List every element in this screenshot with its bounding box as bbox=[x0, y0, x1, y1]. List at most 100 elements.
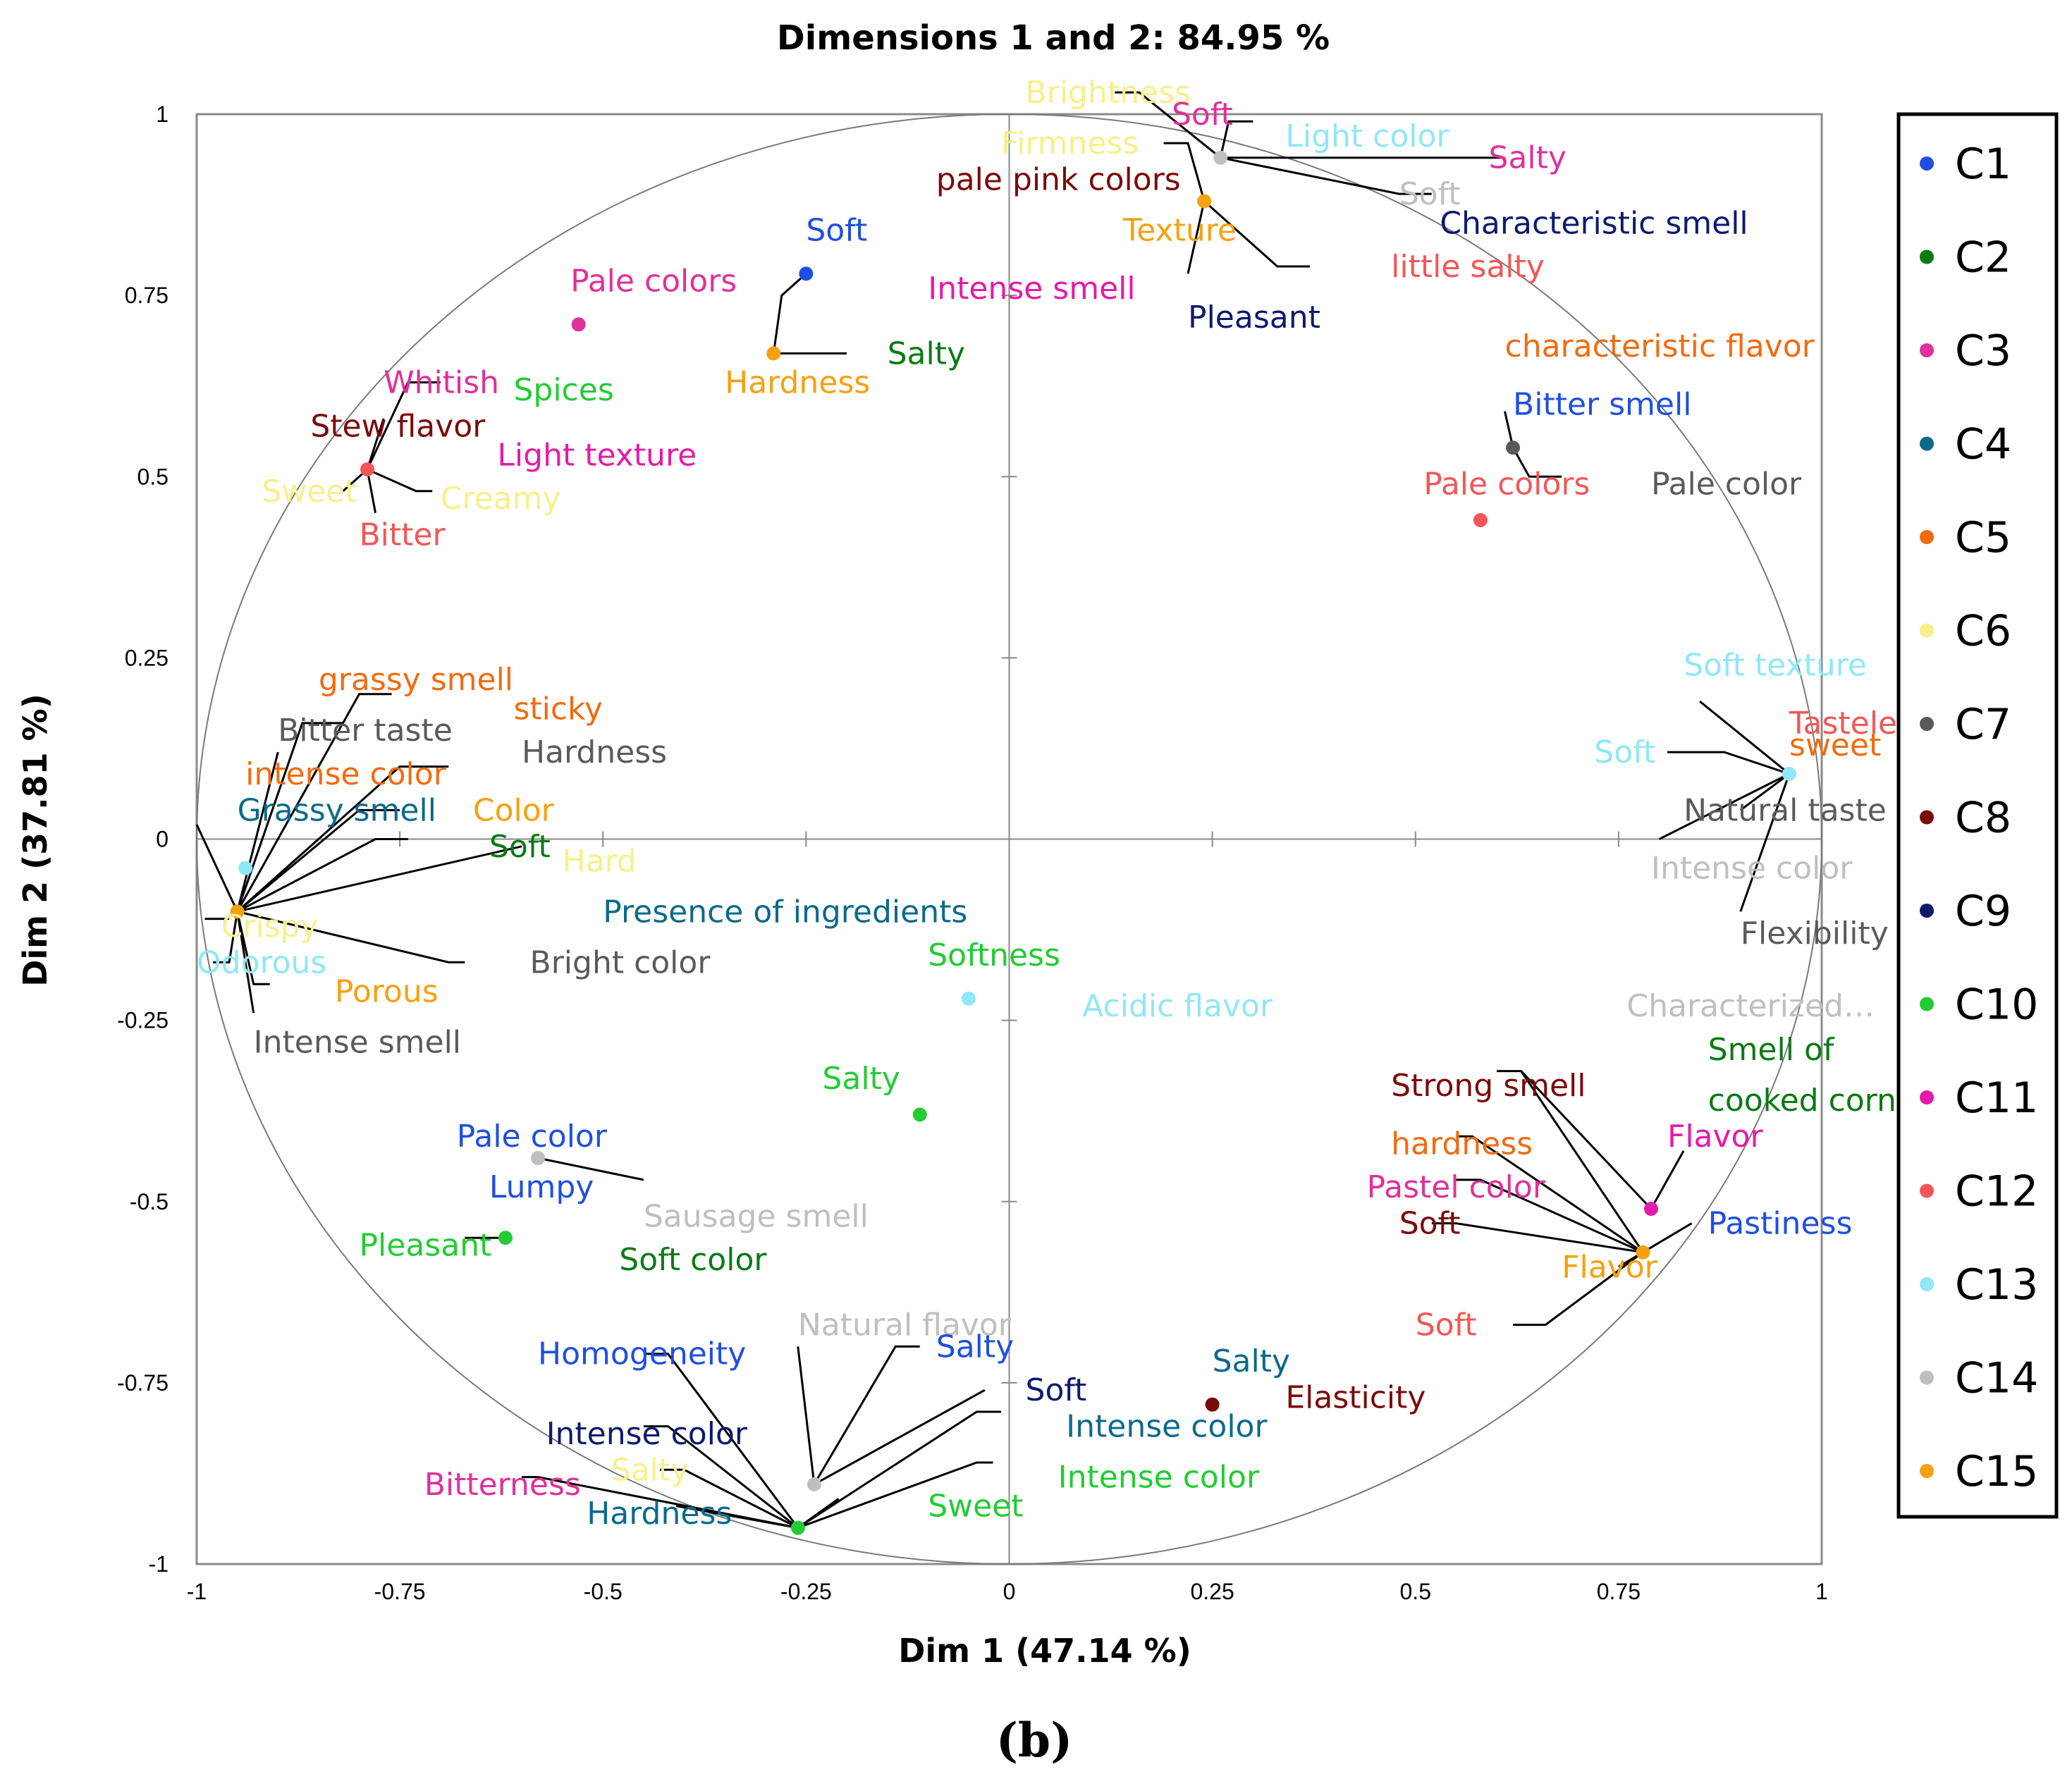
leader-line bbox=[659, 1468, 799, 1529]
leader-line bbox=[1456, 1135, 1644, 1253]
legend-entry: C2 bbox=[1955, 233, 2011, 283]
data-point bbox=[790, 1520, 805, 1535]
point-label: Lumpy bbox=[489, 1169, 594, 1205]
point-label: Sweet bbox=[928, 1489, 1023, 1525]
point-label: Strong smell bbox=[1391, 1068, 1586, 1104]
point-label: Hardness bbox=[587, 1496, 732, 1532]
legend-swatch bbox=[1920, 436, 1934, 451]
leader-line bbox=[236, 722, 343, 912]
point-label: Bitter taste bbox=[278, 713, 453, 749]
panel-label: (b) bbox=[996, 1713, 1073, 1768]
data-point bbox=[1197, 194, 1212, 209]
y-tick-label: 0.5 bbox=[137, 464, 168, 489]
leader-line bbox=[675, 1505, 799, 1529]
point-label: Intense color bbox=[1066, 1409, 1268, 1445]
point-label: Pleasant bbox=[1188, 300, 1320, 336]
point-label: Soft color bbox=[619, 1242, 767, 1278]
point-label: Salty bbox=[936, 1329, 1014, 1365]
y-tick-label: -0.5 bbox=[130, 1189, 168, 1214]
data-point bbox=[1636, 1245, 1650, 1260]
data-point bbox=[238, 861, 253, 875]
legend-swatch bbox=[1920, 623, 1934, 638]
legend-entry: C15 bbox=[1955, 1447, 2038, 1496]
leader-line bbox=[1650, 1150, 1685, 1209]
leader-line bbox=[1187, 201, 1206, 274]
point-label: Soft bbox=[1416, 1307, 1477, 1343]
legend-entry: C3 bbox=[1955, 326, 2011, 376]
point-label: Hard bbox=[563, 843, 637, 879]
data-point bbox=[230, 904, 245, 919]
legend-swatch bbox=[1920, 1370, 1934, 1385]
legend-swatch bbox=[1920, 810, 1934, 825]
leader-line bbox=[643, 1425, 799, 1529]
point-label: pale pink colors bbox=[936, 162, 1181, 198]
point-label: sticky bbox=[513, 691, 603, 727]
leader-line bbox=[366, 469, 376, 513]
point-label: Softness bbox=[928, 937, 1060, 973]
legend-swatch bbox=[1920, 343, 1934, 357]
legend-swatch bbox=[1920, 904, 1934, 918]
leader-line bbox=[1642, 1222, 1693, 1253]
point-label: Homogeneity bbox=[538, 1336, 746, 1372]
leader-line bbox=[1431, 1222, 1643, 1254]
leader-line bbox=[236, 808, 400, 913]
x-tick-label: 0.5 bbox=[1400, 1579, 1431, 1604]
x-tick-label: -0.75 bbox=[374, 1579, 426, 1604]
y-tick-label: 0.25 bbox=[125, 645, 168, 670]
legend-entry: C13 bbox=[1955, 1260, 2038, 1310]
point-label: Pale color bbox=[1651, 467, 1802, 503]
legend-entry: C9 bbox=[1955, 887, 2011, 936]
leader-line bbox=[236, 751, 279, 912]
point-label: Flavor bbox=[1562, 1249, 1657, 1285]
point-label: Crispy bbox=[221, 909, 319, 944]
point-label: Hardness bbox=[522, 734, 667, 770]
point-label: Intense smell bbox=[254, 1024, 461, 1060]
point-label: Salty bbox=[822, 1061, 900, 1097]
data-point bbox=[571, 317, 586, 332]
point-label: grassy smell bbox=[319, 662, 513, 698]
point-label: hardness bbox=[1391, 1126, 1533, 1162]
x-axis-title: Dim 1 (47.14 %) bbox=[898, 1632, 1191, 1670]
point-label: Flexibility bbox=[1741, 916, 1889, 952]
legend-swatch bbox=[1920, 156, 1934, 171]
leader-line bbox=[237, 845, 522, 913]
x-tick-label: 1 bbox=[1815, 1579, 1828, 1604]
data-point bbox=[807, 1477, 821, 1491]
leader-line bbox=[772, 273, 807, 354]
x-tick-label: -0.25 bbox=[780, 1579, 832, 1604]
point-label: Pale color bbox=[457, 1119, 608, 1155]
leader-line bbox=[1739, 773, 1791, 912]
point-label: Characteristic smell bbox=[1440, 205, 1748, 241]
legend-entry: C1 bbox=[1955, 140, 2011, 189]
point-label: Intense smell bbox=[928, 271, 1135, 307]
leader-line bbox=[236, 838, 408, 913]
data-point bbox=[498, 1231, 513, 1245]
point-label: little salty bbox=[1391, 249, 1545, 285]
data-point bbox=[360, 462, 375, 476]
point-label: sweet bbox=[1789, 727, 1881, 763]
point-label: Bright color bbox=[530, 944, 711, 980]
leader-line bbox=[1513, 1251, 1644, 1326]
data-point bbox=[1643, 1202, 1658, 1217]
point-label: Firmness bbox=[1001, 125, 1139, 161]
legend-swatch bbox=[1920, 1464, 1934, 1478]
point-label: Natural taste bbox=[1684, 792, 1887, 828]
point-label: Soft bbox=[1594, 734, 1655, 770]
leader-line bbox=[797, 1498, 840, 1529]
data-point bbox=[799, 266, 814, 281]
leader-line bbox=[797, 1346, 816, 1485]
leader-line bbox=[1512, 447, 1562, 478]
point-label: Soft texture bbox=[1684, 648, 1867, 684]
legend-entry: C8 bbox=[1955, 794, 2011, 843]
point-label: Salty bbox=[1488, 140, 1566, 176]
data-point bbox=[1506, 441, 1521, 455]
leader-line bbox=[1739, 772, 1790, 811]
point-label: Acidic flavor bbox=[1082, 988, 1273, 1024]
x-tick-label: 0.75 bbox=[1597, 1579, 1641, 1604]
leader-line bbox=[1220, 156, 1432, 195]
point-label: Salty bbox=[611, 1452, 689, 1488]
point-label: Light texture bbox=[497, 437, 697, 473]
leader-line bbox=[195, 824, 238, 912]
